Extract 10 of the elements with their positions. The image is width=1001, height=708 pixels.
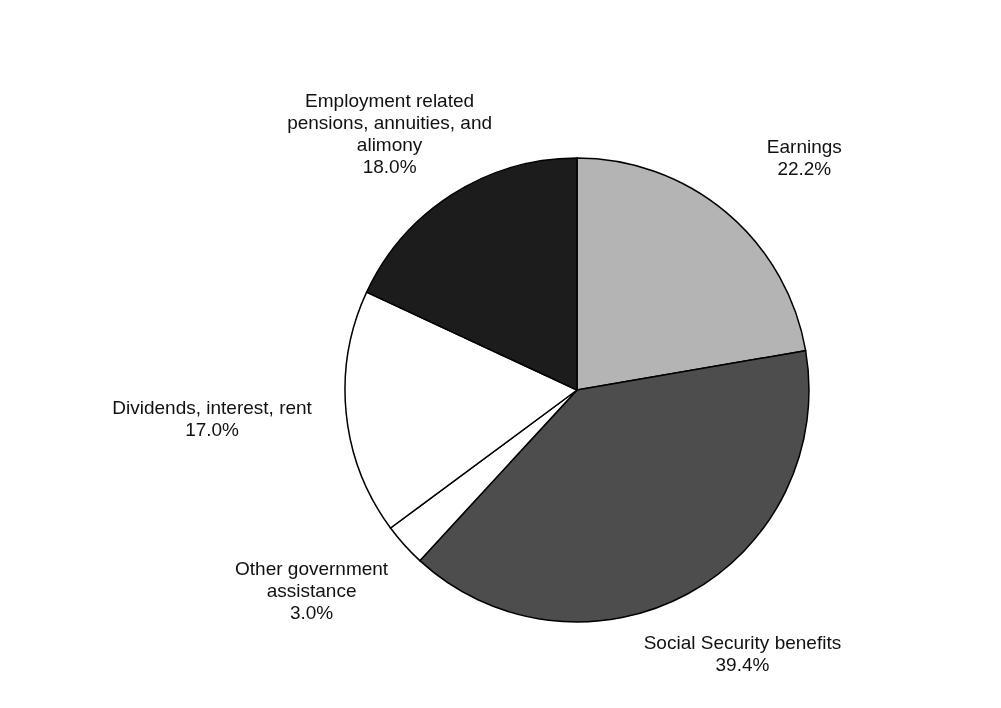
data-label: 39.4% [715,654,770,676]
slice-label: Dividends, interest, rent [112,397,313,419]
slice-label: Employment related pensions, annuities, and alimony [287,90,493,156]
data-label: 18.0% [362,156,417,178]
data-label: 3.0% [289,601,334,623]
slice-label: Social Security benefits [643,632,842,654]
data-label: 22.2% [777,158,832,180]
slice-label: Earnings [766,136,842,158]
data-label: 17.0% [185,419,240,441]
slice-label: Other government assistance [235,557,389,601]
